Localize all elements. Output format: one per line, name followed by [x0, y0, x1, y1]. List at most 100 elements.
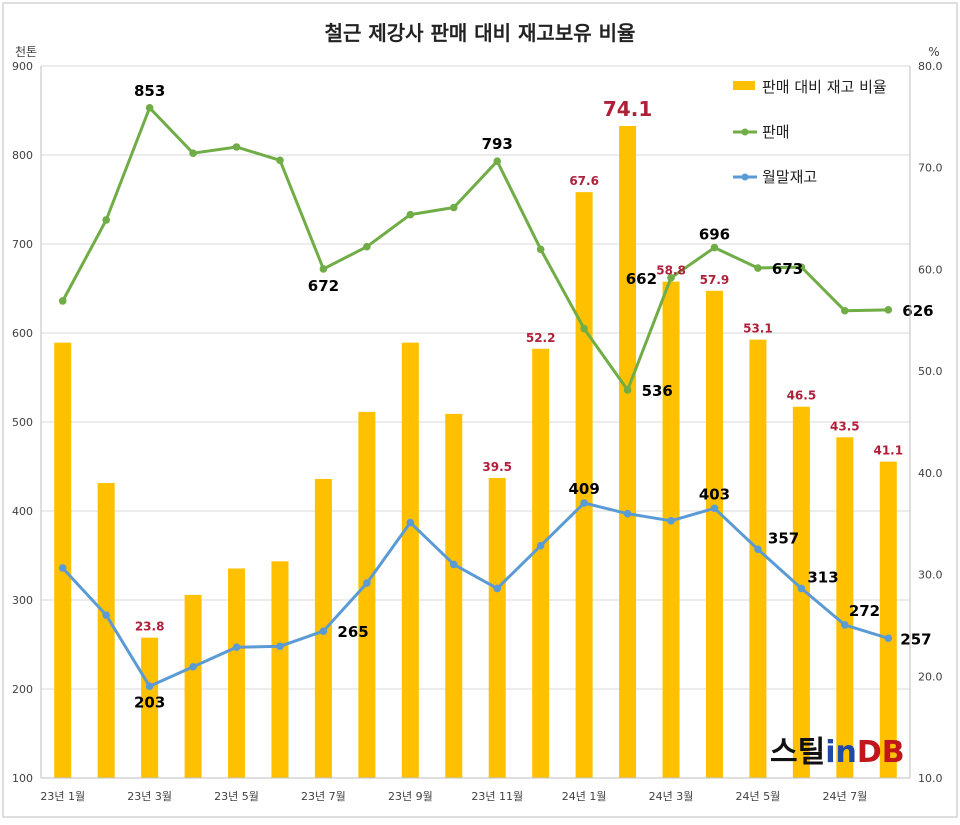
legend-label-sales: 판매 [762, 123, 790, 141]
data-label-sales: 793 [482, 135, 513, 153]
point-sales [623, 386, 632, 394]
point-stock [841, 621, 849, 629]
x-tick-label: 24년 3월 [649, 790, 694, 803]
steelindb-logo: 스틸inDB [770, 735, 905, 770]
data-label-sales: 853 [134, 82, 165, 100]
legend-marker-sales [741, 128, 749, 136]
data-label-sales: 673 [772, 260, 803, 278]
point-sales [710, 243, 719, 252]
bar-ratio [749, 339, 767, 778]
label-layer: 23.8 39.5 52.2 67.6 74.1 58.8 57.9 53.1 46.5 43.5… [134, 82, 934, 712]
data-label-sales: 696 [699, 226, 730, 244]
left-axis-unit: 천톤 [15, 44, 37, 59]
point-stock [797, 584, 806, 593]
data-label-stock: 265 [337, 623, 368, 641]
data-label-sales: 536 [642, 382, 673, 400]
x-tick-label: 23년 3월 [127, 790, 172, 803]
data-label-ratio: 46.5 [787, 389, 817, 403]
point-stock [145, 682, 154, 691]
bar-ratio [662, 281, 680, 778]
point-stock [493, 584, 502, 593]
point-stock [580, 499, 588, 507]
line-sales [61, 106, 889, 392]
point-stock [319, 627, 328, 635]
x-tick-label: 23년 5월 [214, 790, 259, 803]
data-label-ratio: 43.5 [830, 419, 860, 433]
bar-ratio [228, 568, 246, 778]
data-label-sales: 672 [308, 277, 339, 295]
data-label-sales: 626 [902, 302, 933, 320]
x-tick-label: 23년 11월 [471, 790, 523, 803]
bar-ratio [532, 348, 550, 778]
bar-ratio [575, 192, 593, 778]
data-label-ratio: 23.8 [135, 620, 165, 634]
y-right-tick-label: 30.0 [918, 569, 943, 582]
point-sales [449, 203, 458, 212]
data-label-stock: 257 [900, 630, 931, 648]
data-label-stock: 272 [849, 602, 880, 620]
legend-item-sales: 판매 [733, 123, 790, 141]
y-left-tick-label: 300 [12, 594, 33, 607]
bar-ratio [358, 411, 376, 778]
point-sales [536, 245, 545, 254]
y-left-tick-label: 100 [12, 772, 33, 785]
legend-label-ratio: 판매 대비 재고 비율 [762, 78, 887, 96]
point-sales [232, 143, 241, 151]
point-stock [58, 564, 67, 572]
y-left-tick-label: 800 [12, 149, 33, 162]
point-sales [493, 157, 502, 166]
line-stock [61, 501, 889, 688]
data-label-ratio: 41.1 [873, 444, 903, 458]
point-stock [189, 662, 197, 671]
logo-text: 스틸inDB [770, 735, 905, 770]
point-stock [536, 541, 545, 550]
point-stock [102, 611, 110, 619]
point-sales [884, 306, 893, 314]
legend-item-ratio: 판매 대비 재고 비율 [733, 78, 887, 96]
point-sales [276, 156, 284, 165]
legend-item-stock: 월말재고 [733, 168, 817, 186]
y-left-tick-label: 200 [12, 683, 33, 696]
point-sales [580, 324, 588, 333]
point-sales [102, 216, 110, 224]
point-stock [232, 643, 241, 651]
x-tick-label: 24년 1월 [562, 790, 607, 803]
point-sales [145, 104, 154, 112]
y-left-tick-label: 700 [12, 238, 33, 251]
bar-layer [54, 126, 897, 779]
y-right-tick-label: 70.0 [918, 162, 943, 175]
right-axis-unit: % [928, 45, 939, 59]
point-sales [667, 274, 675, 282]
data-label-ratio: 67.6 [569, 174, 599, 188]
y-left-tick-label: 600 [12, 327, 33, 340]
point-sales [319, 265, 328, 273]
point-stock [884, 634, 893, 643]
data-label-stock: 313 [807, 568, 838, 586]
data-label-ratio: 52.2 [526, 331, 556, 345]
data-label-stock: 203 [134, 693, 165, 711]
point-sales [754, 264, 762, 272]
point-stock [623, 509, 632, 518]
x-tick-label: 23년 1월 [40, 790, 85, 803]
point-stock [363, 579, 371, 587]
bar-ratio [184, 594, 202, 778]
legend: 판매 대비 재고 비율 판매 월말재고 [733, 78, 887, 186]
point-sales [363, 242, 371, 251]
legend-label-stock: 월말재고 [762, 168, 817, 186]
point-stock [710, 504, 719, 513]
data-label-stock: 403 [699, 485, 730, 503]
bar-ratio [705, 290, 723, 778]
y-left-tick-label: 900 [12, 60, 33, 73]
bar-ratio [401, 342, 419, 778]
data-label-ratio: 53.1 [743, 322, 773, 336]
point-sales [406, 210, 415, 219]
legend-marker-stock [741, 173, 749, 181]
y-left-tick-label: 400 [12, 505, 33, 518]
bar-ratio [97, 483, 115, 778]
point-stock [754, 545, 762, 554]
x-tick-label: 24년 5월 [736, 790, 781, 803]
bar-ratio [445, 413, 463, 778]
point-sales [797, 263, 806, 271]
